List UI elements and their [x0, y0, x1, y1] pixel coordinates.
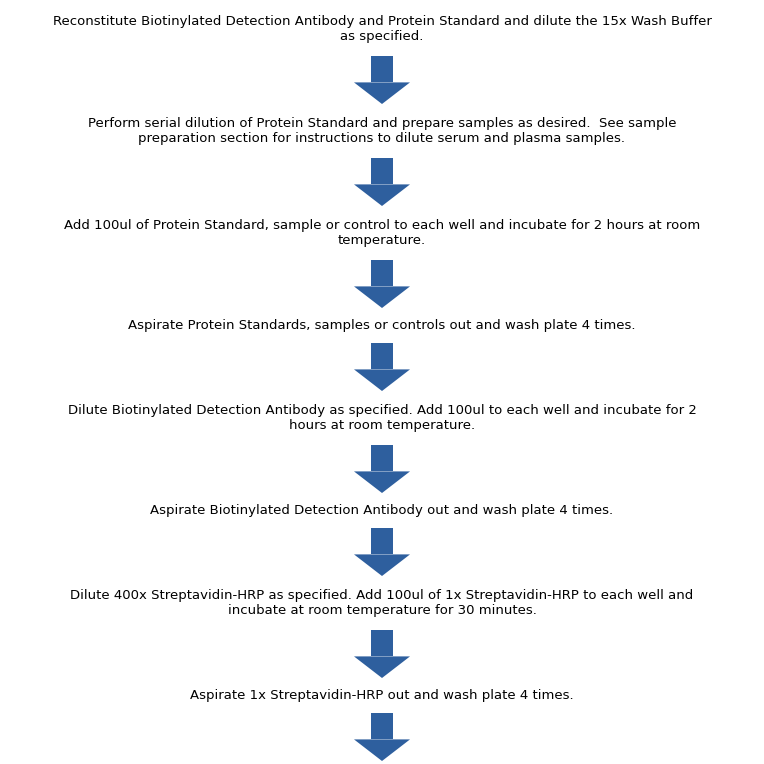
- Polygon shape: [371, 260, 393, 286]
- Polygon shape: [354, 286, 410, 308]
- Polygon shape: [354, 471, 410, 493]
- Polygon shape: [371, 713, 393, 740]
- Text: Dilute 400x Streptavidin-HRP as specified. Add 100ul of 1x Streptavidin-HRP to e: Dilute 400x Streptavidin-HRP as specifie…: [70, 589, 694, 617]
- Polygon shape: [371, 528, 393, 555]
- Polygon shape: [354, 555, 410, 576]
- Polygon shape: [354, 656, 410, 678]
- Text: Aspirate Protein Standards, samples or controls out and wash plate 4 times.: Aspirate Protein Standards, samples or c…: [128, 319, 636, 332]
- Polygon shape: [371, 343, 393, 370]
- Polygon shape: [371, 158, 393, 184]
- Text: Reconstitute Biotinylated Detection Antibody and Protein Standard and dilute the: Reconstitute Biotinylated Detection Anti…: [53, 15, 711, 43]
- Polygon shape: [354, 184, 410, 206]
- Text: Add 100ul of Protein Standard, sample or control to each well and incubate for 2: Add 100ul of Protein Standard, sample or…: [64, 219, 700, 247]
- Polygon shape: [354, 740, 410, 761]
- Polygon shape: [354, 370, 410, 391]
- Polygon shape: [371, 445, 393, 471]
- Polygon shape: [371, 630, 393, 656]
- Text: Dilute Biotinylated Detection Antibody as specified. Add 100ul to each well and : Dilute Biotinylated Detection Antibody a…: [67, 404, 697, 432]
- Polygon shape: [354, 83, 410, 104]
- Text: Aspirate Biotinylated Detection Antibody out and wash plate 4 times.: Aspirate Biotinylated Detection Antibody…: [151, 504, 613, 517]
- Polygon shape: [371, 56, 393, 83]
- Text: Aspirate 1x Streptavidin-HRP out and wash plate 4 times.: Aspirate 1x Streptavidin-HRP out and was…: [190, 689, 574, 702]
- Text: Perform serial dilution of Protein Standard and prepare samples as desired.  See: Perform serial dilution of Protein Stand…: [88, 117, 676, 145]
